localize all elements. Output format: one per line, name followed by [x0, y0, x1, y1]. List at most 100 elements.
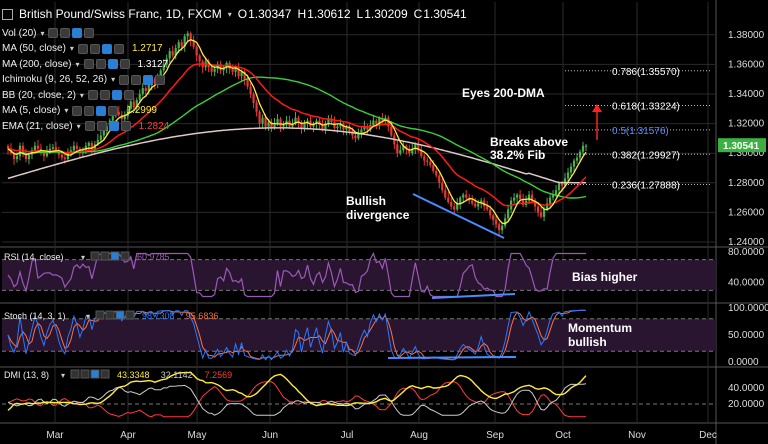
candle-body [324, 123, 327, 130]
close-icon [125, 310, 135, 320]
rsi-tick-label: 80.0000 [728, 247, 765, 258]
candle-body [153, 79, 156, 84]
settings-icon[interactable] [72, 28, 83, 38]
gear-icon[interactable] [48, 28, 59, 38]
eye-icon[interactable] [95, 59, 106, 69]
indicator-dropdown-icon[interactable]: ▾ [40, 28, 45, 38]
eye-icon[interactable] [99, 90, 110, 100]
candle-body [183, 36, 186, 47]
indicator-dropdown-icon[interactable]: ▾ [75, 59, 80, 69]
candle-body [378, 117, 381, 124]
settings-icon[interactable] [108, 121, 119, 131]
indicator-dropdown-icon[interactable]: ▾ [64, 106, 69, 115]
symbol-title[interactable]: British Pound/Swiss Franc, 1D, FXCM [19, 7, 222, 21]
candle-body [489, 209, 492, 216]
close-icon[interactable] [84, 28, 95, 38]
close-label: C [413, 7, 423, 21]
candle-body [297, 117, 300, 123]
candle-body [282, 125, 285, 127]
panel-legend-label: Stoch (14, 3, 1) [4, 311, 66, 321]
x-tick-label-mar: Mar [46, 430, 64, 441]
settings-icon[interactable] [107, 59, 118, 69]
candle-body [123, 116, 126, 120]
close-icon[interactable] [120, 121, 131, 131]
candle-body [303, 123, 306, 129]
candle-body [375, 120, 378, 124]
indicator-label[interactable]: MA (50, close) [2, 43, 66, 54]
indicator-row[interactable]: EMA (21, close) ▾ 1.2824 [2, 119, 169, 133]
indicator-row[interactable]: MA (200, close) ▾ 1.3127 [2, 57, 168, 71]
panel-legend: RSI (14, close) ▾ 60.9785 [4, 251, 170, 262]
close-icon [100, 369, 110, 379]
eye-icon[interactable] [60, 28, 71, 38]
candle-body [255, 102, 258, 112]
candle-body [33, 145, 37, 151]
candle-body [495, 219, 498, 225]
x-tick-label-may: May [188, 430, 207, 441]
settings-icon[interactable] [143, 74, 154, 85]
gear-icon[interactable] [77, 43, 88, 54]
close-icon[interactable] [108, 105, 119, 116]
indicator-dropdown-icon[interactable]: ▾ [79, 90, 84, 100]
eye-icon[interactable] [131, 74, 142, 85]
candle-body [363, 126, 366, 130]
candle-body [210, 67, 213, 72]
gear-icon[interactable] [87, 90, 98, 100]
close-icon[interactable] [113, 43, 124, 54]
eye-icon[interactable] [89, 43, 100, 54]
indicator-row[interactable]: BB (20, close, 2) ▾ [2, 88, 134, 102]
candle-body [273, 123, 276, 129]
indicator-dropdown-icon[interactable]: ▾ [111, 75, 116, 84]
candle-body [219, 64, 222, 71]
candle-body [456, 203, 459, 210]
indicator-value: 1.2999 [126, 105, 157, 116]
indicator-label[interactable]: EMA (21, close) [2, 120, 73, 132]
gear-icon[interactable] [84, 121, 95, 131]
eye-icon [100, 251, 110, 261]
indicator-row[interactable]: MA (50, close) ▾ 1.2717 [2, 42, 163, 56]
close-icon[interactable] [119, 59, 130, 69]
collapse-icon[interactable] [2, 8, 13, 20]
settings-icon[interactable] [101, 43, 112, 54]
candle-body [231, 68, 234, 72]
candle-body [527, 194, 531, 201]
candle-body [501, 225, 504, 231]
indicator-label[interactable]: MA (5, close) [2, 105, 61, 116]
candle-body [474, 203, 477, 207]
close-icon[interactable] [123, 90, 134, 100]
indicator-row[interactable]: MA (5, close) ▾ 1.2999 [2, 104, 157, 118]
candle-body [441, 182, 444, 191]
last-price-label: 1.30541 [723, 141, 760, 152]
gear-icon [90, 251, 100, 261]
indicator-label[interactable]: Vol (20) [2, 27, 37, 39]
candle-body [539, 212, 543, 217]
indicator-dropdown-icon[interactable]: ▾ [76, 121, 81, 131]
settings-icon[interactable] [96, 105, 107, 116]
indicator-label[interactable]: BB (20, close, 2) [2, 89, 76, 101]
gear-icon[interactable] [119, 74, 130, 85]
panel-legend-value: 95.6836 [186, 311, 219, 321]
gear-icon[interactable] [83, 59, 94, 69]
candle-body [198, 55, 201, 62]
indicator-dropdown-icon[interactable]: ▾ [69, 44, 74, 53]
close-icon[interactable] [155, 74, 166, 85]
candle-body [159, 70, 162, 77]
candle-body [417, 144, 420, 151]
eye-icon[interactable] [84, 105, 95, 116]
candle-body [477, 203, 480, 207]
symbol-dropdown-icon[interactable]: ▾ [227, 9, 232, 19]
panel-legend-value: 43.3348 [117, 370, 150, 380]
indicator-row[interactable]: Vol (20) ▾ [2, 26, 95, 40]
indicator-label[interactable]: Ichimoku (9, 26, 52, 26) [2, 74, 108, 85]
candle-body [99, 135, 102, 140]
candle-body [84, 145, 87, 151]
gear-icon[interactable] [72, 105, 83, 116]
indicator-label[interactable]: MA (200, close) [2, 58, 72, 70]
indicator-row[interactable]: Ichimoku (9, 26, 52, 26) ▾ [2, 73, 166, 87]
indicator-controls [87, 90, 134, 100]
x-tick-label-jul: Jul [341, 430, 354, 441]
eye-icon[interactable] [96, 121, 107, 131]
settings-icon[interactable] [111, 90, 122, 100]
candle-body [429, 162, 432, 166]
